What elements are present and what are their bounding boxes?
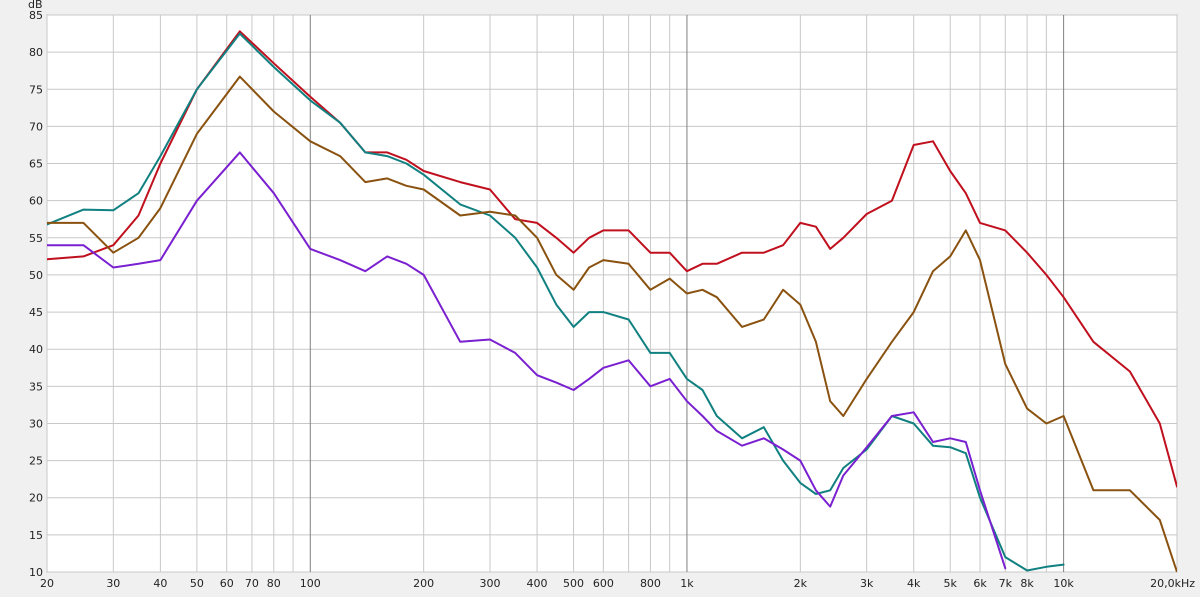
y-tick-label: 85: [29, 9, 43, 22]
y-tick-label: 65: [29, 158, 43, 171]
x-tick-label: 60: [220, 577, 234, 590]
x-tick-label: 10k: [1053, 577, 1074, 590]
x-tick-label: 5k: [944, 577, 958, 590]
x-tick-label: 2k: [794, 577, 808, 590]
series-line: [47, 32, 1065, 572]
y-tick-label: 20: [29, 492, 43, 505]
x-tick-label: 300: [479, 577, 500, 590]
x-tick-label: 40: [153, 577, 167, 590]
y-tick-label: 45: [29, 306, 43, 319]
y-axis-label: dB: [28, 0, 43, 11]
y-tick-label: 60: [29, 195, 43, 208]
y-tick-label: 40: [29, 343, 43, 356]
x-tick-label: 70: [245, 577, 259, 590]
y-tick-label: 25: [29, 455, 43, 468]
x-tick-label: 4k: [907, 577, 921, 590]
y-tick-label: 10: [29, 566, 43, 579]
x-tick-label: 20,0kHz: [1150, 577, 1195, 590]
x-tick-label: 800: [640, 577, 661, 590]
x-tick-label: 200: [413, 577, 434, 590]
x-tick-label: 6k: [973, 577, 987, 590]
x-tick-label: 600: [593, 577, 614, 590]
y-tick-label: 75: [29, 83, 43, 96]
plot-area: [46, 14, 1178, 573]
series-line: [47, 75, 1177, 572]
x-tick-label: 8k: [1020, 577, 1034, 590]
x-tick-label: 7k: [999, 577, 1013, 590]
x-tick-label: 500: [563, 577, 584, 590]
x-tick-label: 50: [190, 577, 204, 590]
y-tick-label: 30: [29, 417, 43, 430]
y-tick-label: 70: [29, 120, 43, 133]
x-tick-label: 30: [106, 577, 120, 590]
x-tick-label: 3k: [860, 577, 874, 590]
series-line: [47, 30, 1177, 488]
x-tick-label: 80: [267, 577, 281, 590]
x-tick-label: 400: [527, 577, 548, 590]
x-tick-label: 100: [300, 577, 321, 590]
x-tick-label: 1k: [680, 577, 694, 590]
y-tick-label: 35: [29, 380, 43, 393]
x-tick-label: 20: [40, 577, 54, 590]
y-tick-label: 55: [29, 232, 43, 245]
y-tick-label: 50: [29, 269, 43, 282]
y-tick-label: 80: [29, 46, 43, 59]
y-tick-label: 15: [29, 529, 43, 542]
